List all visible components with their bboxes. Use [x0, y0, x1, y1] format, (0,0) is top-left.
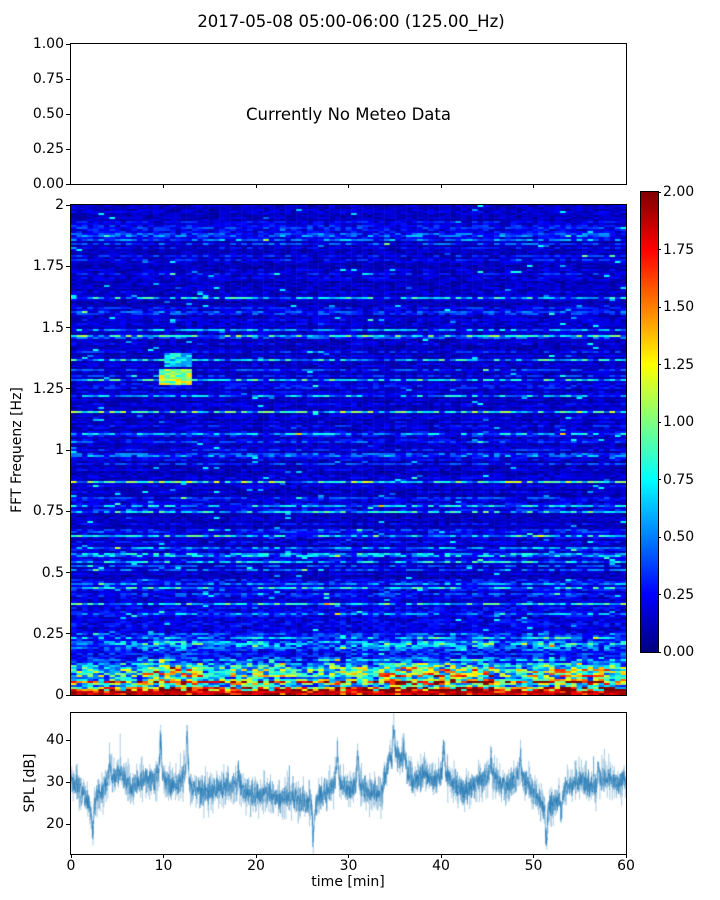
spectrogram-ytick-label: 0.25	[32, 625, 64, 642]
colorbar-tick-mark	[658, 536, 661, 538]
spectrogram-ytick-mark	[66, 510, 70, 512]
spectrogram-ytick-label: 0.5	[41, 564, 64, 581]
colorbar-tick-label: 1.75	[663, 241, 695, 258]
spectrogram-canvas	[70, 204, 627, 696]
meteo-ytick-mark	[66, 113, 70, 115]
spectrogram-ytick-label: 0	[55, 687, 64, 703]
colorbar-tick-label: 0.00	[663, 644, 695, 660]
spl-canvas	[70, 712, 627, 855]
meteo-ytick-label: 0.50	[32, 106, 64, 122]
colorbar-tick-mark	[658, 651, 661, 653]
colorbar-canvas	[640, 191, 659, 653]
spectrogram-ytick-mark	[66, 633, 70, 635]
spectrogram-ytick-label: 0.75	[32, 503, 64, 520]
colorbar-tick-label: 1.50	[663, 299, 695, 315]
spl-xtick-label: 30	[339, 858, 358, 874]
spl-xtick-mark	[348, 854, 349, 858]
spectrogram-ytick-mark	[66, 265, 70, 267]
spl-xtick-mark	[163, 854, 164, 858]
colorbar-tick-mark	[658, 249, 661, 250]
spl-xtick-label: 20	[247, 858, 265, 874]
colorbar-tick-mark	[658, 479, 661, 480]
colorbar-tick-mark	[658, 421, 661, 423]
spl-ytick-mark	[66, 823, 70, 825]
meteo-xtick-mark	[163, 184, 164, 188]
spl-xlabel: time [min]	[311, 874, 385, 890]
spl-ytick-mark	[66, 739, 70, 741]
meteo-ytick-mark	[66, 148, 70, 150]
spectrogram-ytick-mark	[66, 449, 70, 451]
meteo-panel: Currently No Meteo Data	[70, 43, 627, 185]
spectrogram-ytick-mark	[66, 694, 70, 696]
spl-ytick-mark	[66, 781, 70, 783]
colorbar-tick-label: 0.50	[663, 529, 695, 545]
spl-ytick-label: 40	[46, 732, 64, 749]
meteo-xtick-mark	[348, 184, 349, 188]
colorbar-tick-label: 0.25	[663, 586, 695, 603]
spl-ytick-label: 30	[46, 774, 64, 791]
spl-xtick-label: 40	[432, 858, 450, 874]
spectrogram-ytick-label: 2	[55, 197, 64, 213]
spl-xtick-mark	[255, 854, 257, 858]
spectrogram-ytick-mark	[66, 388, 70, 390]
meteo-xtick-mark	[440, 184, 442, 188]
spectrogram-ytick-label: 1.75	[32, 258, 64, 275]
meteo-ytick-mark	[66, 78, 70, 80]
colorbar-tick-label: 0.75	[663, 471, 695, 488]
meteo-xtick-mark	[255, 184, 257, 188]
spectrogram-ytick-mark	[66, 327, 70, 328]
spectrogram-ytick-label: 1	[55, 442, 64, 458]
colorbar-tick-mark	[658, 306, 661, 308]
meteo-ytick-label: 0.00	[32, 176, 64, 192]
spl-xtick-label: 10	[154, 858, 173, 874]
spl-xtick-mark	[440, 854, 442, 858]
figure-title: 2017-05-08 05:00-06:00 (125.00_Hz)	[197, 12, 505, 31]
spl-xtick-mark	[70, 854, 72, 858]
spectrogram-ytick-mark	[66, 572, 70, 573]
colorbar-tick-label: 1.25	[663, 356, 695, 373]
meteo-ytick-label: 0.25	[32, 141, 64, 157]
meteo-xtick-mark	[533, 184, 534, 188]
spectrogram-ytick-label: 1.5	[41, 319, 64, 336]
spectrogram-ytick-mark	[66, 204, 70, 206]
no-meteo-annotation: Currently No Meteo Data	[246, 104, 451, 124]
spectrogram-ytick-label: 1.25	[32, 380, 64, 397]
colorbar-tick-mark	[658, 594, 661, 595]
colorbar-tick-mark	[658, 364, 661, 365]
spl-xtick-label: 0	[66, 858, 76, 874]
meteo-ytick-label: 1.00	[32, 36, 64, 52]
spl-xtick-label: 50	[524, 858, 543, 874]
spl-xtick-mark	[533, 854, 534, 858]
spl-xtick-mark	[625, 854, 627, 858]
meteo-ytick-mark	[66, 43, 70, 45]
spl-ytick-label: 20	[46, 816, 64, 833]
meteo-ytick-mark	[66, 183, 70, 185]
colorbar-tick-label: 2.00	[663, 184, 695, 200]
colorbar-tick-mark	[658, 191, 661, 193]
meteo-ytick-label: 0.75	[32, 71, 64, 87]
spl-xtick-label: 60	[617, 858, 635, 874]
colorbar-tick-label: 1.00	[663, 414, 695, 430]
